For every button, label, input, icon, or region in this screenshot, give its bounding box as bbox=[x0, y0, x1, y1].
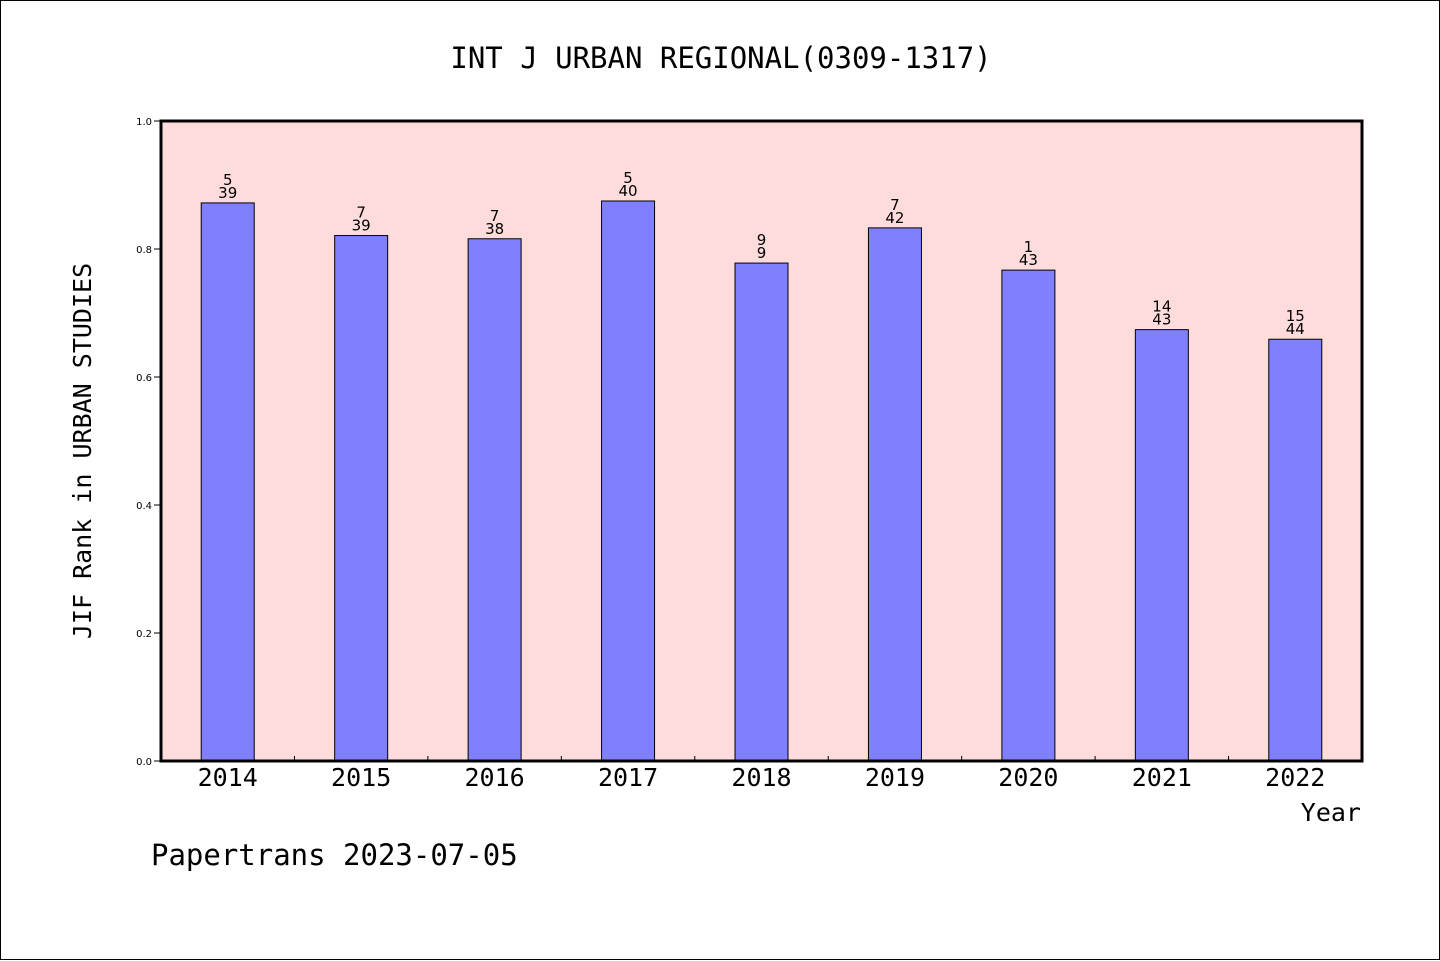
x-tick-label: 2016 bbox=[465, 763, 525, 792]
y-tick-label: 0.6 bbox=[136, 373, 152, 384]
bar-label-bottom: 40 bbox=[619, 182, 638, 200]
x-tick-label: 2018 bbox=[731, 763, 791, 792]
bar-label-bottom: 42 bbox=[885, 209, 904, 227]
bar-label-top: 1 bbox=[1024, 238, 1034, 256]
bar-label-bottom: 44 bbox=[1286, 320, 1305, 338]
x-tick-label: 2019 bbox=[865, 763, 925, 792]
bar-2017 bbox=[601, 200, 656, 762]
bar-label-top: 15 bbox=[1286, 307, 1305, 325]
x-axis: 2014 2015 2016 2017 2018 2019 2020 2021 2022 bbox=[198, 756, 1325, 792]
bar-label-bottom: 38 bbox=[485, 220, 504, 238]
y-tick-label: 0.8 bbox=[136, 245, 152, 256]
bar-2018 bbox=[734, 262, 789, 762]
chart-title: INT J URBAN REGIONAL(0309-1317) bbox=[450, 41, 991, 75]
y-tick-label: 0.4 bbox=[136, 501, 152, 512]
bar-label-bottom: 39 bbox=[218, 184, 237, 202]
bar-2020 bbox=[1001, 269, 1056, 762]
bar-label-top: 9 bbox=[757, 231, 767, 249]
bar-label-top: 14 bbox=[1152, 298, 1171, 316]
bar-label-top: 7 bbox=[890, 196, 900, 214]
bar-label-bottom: 43 bbox=[1019, 251, 1038, 269]
bar-2021 bbox=[1134, 329, 1189, 762]
bar-label-top: 7 bbox=[490, 207, 500, 225]
x-tick-label: 2017 bbox=[598, 763, 658, 792]
bar-label-bottom: 39 bbox=[352, 217, 371, 235]
x-tick-label: 2020 bbox=[998, 763, 1058, 792]
x-tick-label: 2022 bbox=[1265, 763, 1325, 792]
bar-2022 bbox=[1268, 338, 1323, 762]
bar-label-top: 5 bbox=[623, 169, 633, 187]
y-tick-label: 0.2 bbox=[136, 629, 152, 640]
bar-label-top: 5 bbox=[223, 171, 233, 189]
bar-2014 bbox=[200, 202, 255, 762]
bar-2016 bbox=[467, 238, 522, 762]
x-tick-label: 2021 bbox=[1132, 763, 1192, 792]
bar-label-top: 7 bbox=[356, 204, 366, 222]
y-axis: 0.0 0.2 0.4 0.6 0.8 1.0 bbox=[136, 117, 161, 768]
bar-2015 bbox=[334, 235, 389, 762]
y-axis-label: JIF Rank in URBAN STUDIES bbox=[68, 263, 97, 639]
bar-label-bottom: 9 bbox=[757, 244, 767, 262]
bar-label-bottom: 43 bbox=[1152, 311, 1171, 329]
x-tick-label: 2015 bbox=[331, 763, 391, 792]
footer-credit: Papertrans 2023-07-05 bbox=[151, 838, 518, 872]
y-tick-label: 0.0 bbox=[136, 757, 152, 768]
plot-border bbox=[159, 119, 1364, 763]
y-tick-label: 1.0 bbox=[136, 117, 152, 128]
x-axis-label: Year bbox=[1301, 798, 1361, 827]
bar-2019 bbox=[867, 227, 922, 762]
x-tick-label: 2014 bbox=[198, 763, 258, 792]
